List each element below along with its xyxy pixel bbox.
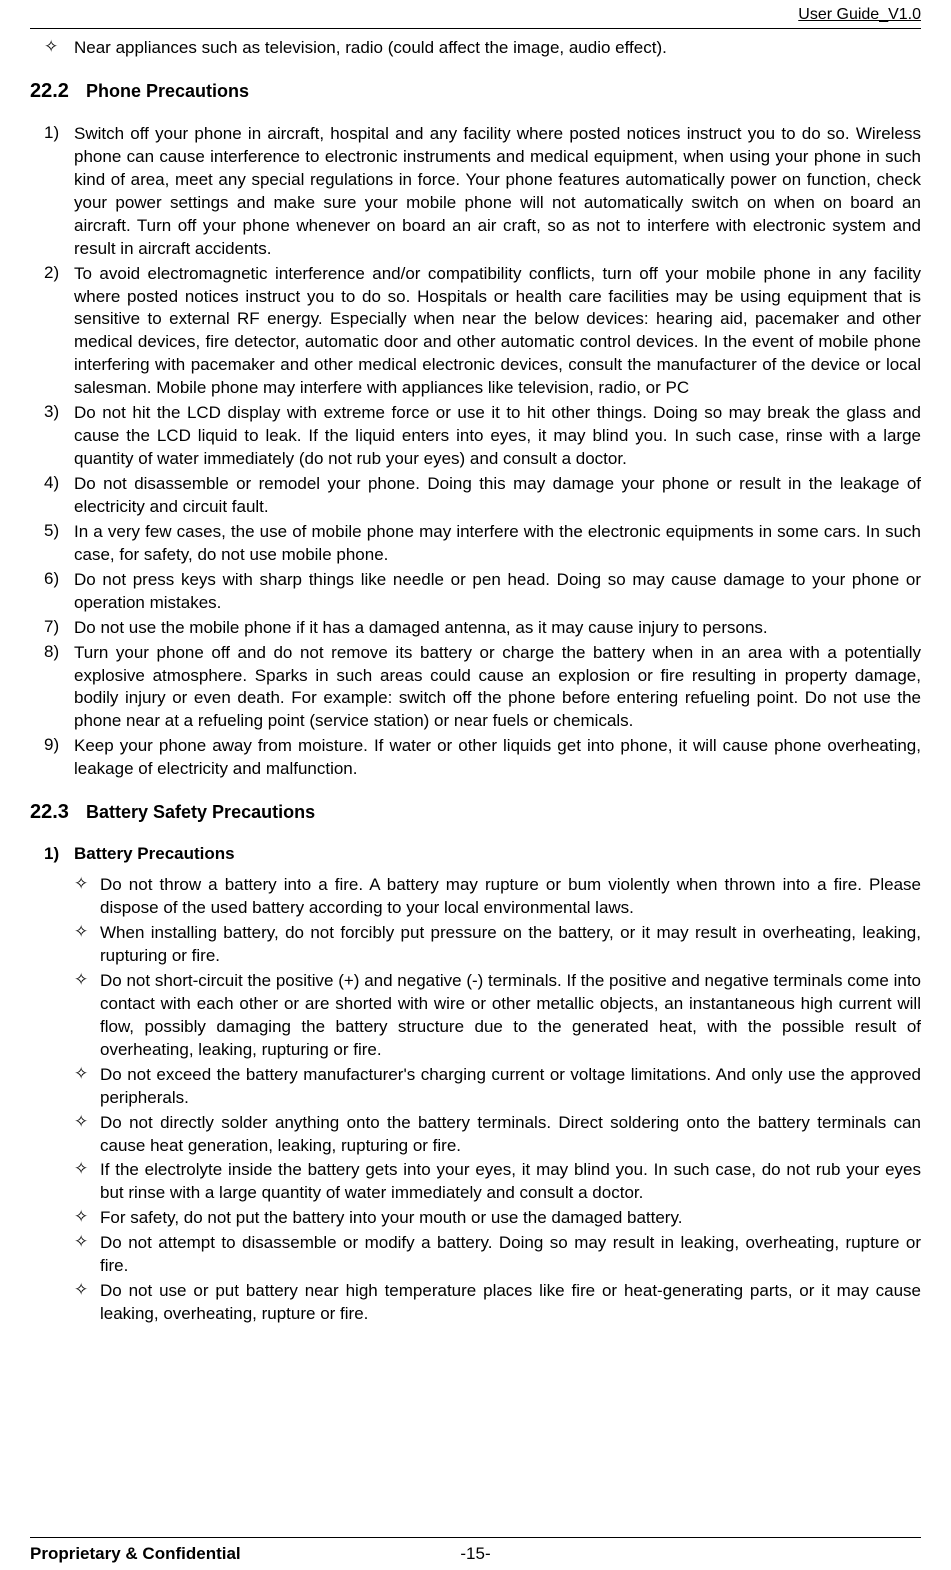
diamond-icon: ✧	[74, 1280, 100, 1326]
footer-wrap: Proprietary & Confidential -15-	[30, 1544, 921, 1564]
bullet-text: For safety, do not put the battery into …	[100, 1207, 921, 1230]
section-number: 22.2	[30, 80, 86, 103]
numbered-marker: 2)	[44, 263, 74, 401]
bullet-item: ✧For safety, do not put the battery into…	[30, 1207, 921, 1230]
section-title: Battery Safety Precautions	[86, 802, 315, 823]
battery-precautions-list: ✧Do not throw a battery into a fire. A b…	[30, 874, 921, 1326]
numbered-item: 4)Do not disassemble or remodel your pho…	[30, 473, 921, 519]
section-22-3-heading: 22.3 Battery Safety Precautions	[30, 801, 921, 824]
numbered-text: Do not press keys with sharp things like…	[74, 569, 921, 615]
header-title: User Guide_V1.0	[798, 6, 921, 23]
footer-left: Proprietary & Confidential	[30, 1544, 241, 1564]
diamond-icon: ✧	[74, 1112, 100, 1158]
numbered-marker: 5)	[44, 521, 74, 567]
numbered-text: To avoid electromagnetic interference an…	[74, 263, 921, 401]
footer-page-number: -15-	[460, 1544, 490, 1564]
numbered-item: 7)Do not use the mobile phone if it has …	[30, 617, 921, 640]
numbered-text: Do not disassemble or remodel your phone…	[74, 473, 921, 519]
diamond-icon: ✧	[74, 1207, 100, 1230]
numbered-item: 5)In a very few cases, the use of mobile…	[30, 521, 921, 567]
section-title: Phone Precautions	[86, 81, 249, 102]
section-22-2-heading: 22.2 Phone Precautions	[30, 80, 921, 103]
diamond-icon: ✧	[74, 1064, 100, 1110]
numbered-marker: 8)	[44, 642, 74, 734]
bullet-text: When installing battery, do not forcibly…	[100, 922, 921, 968]
numbered-text: Turn your phone off and do not remove it…	[74, 642, 921, 734]
bullet-item: ✧Do not short-circuit the positive (+) a…	[30, 970, 921, 1062]
bullet-text: Do not attempt to disassemble or modify …	[100, 1232, 921, 1278]
numbered-item: 9)Keep your phone away from moisture. If…	[30, 735, 921, 781]
diamond-icon: ✧	[74, 1232, 100, 1278]
bullet-item: ✧Do not directly solder anything onto th…	[30, 1112, 921, 1158]
diamond-icon: ✧	[74, 922, 100, 968]
top-bullet-text: Near appliances such as television, radi…	[74, 37, 921, 60]
numbered-marker: 1)	[44, 123, 74, 261]
bullet-item: ✧Do not attempt to disassemble or modify…	[30, 1232, 921, 1278]
bullet-item: ✧Do not exceed the battery manufacturer'…	[30, 1064, 921, 1110]
sub-heading-text: Battery Precautions	[74, 844, 235, 864]
numbered-marker: 6)	[44, 569, 74, 615]
numbered-text: In a very few cases, the use of mobile p…	[74, 521, 921, 567]
bullet-item: ✧If the electrolyte inside the battery g…	[30, 1159, 921, 1205]
numbered-text: Do not hit the LCD display with extreme …	[74, 402, 921, 471]
bullet-text: If the electrolyte inside the battery ge…	[100, 1159, 921, 1205]
page-container: User Guide_V1.0 ✧ Near appliances such a…	[0, 0, 951, 1570]
numbered-item: 2)To avoid electromagnetic interference …	[30, 263, 921, 401]
bullet-item: ✧Do not use or put battery near high tem…	[30, 1280, 921, 1326]
diamond-icon: ✧	[74, 874, 100, 920]
numbered-item: 6)Do not press keys with sharp things li…	[30, 569, 921, 615]
numbered-item: 8)Turn your phone off and do not remove …	[30, 642, 921, 734]
numbered-marker: 9)	[44, 735, 74, 781]
content-area: ✧ Near appliances such as television, ra…	[30, 29, 921, 1537]
diamond-icon: ✧	[74, 1159, 100, 1205]
numbered-marker: 3)	[44, 402, 74, 471]
section-number: 22.3	[30, 801, 86, 824]
sub-heading-marker: 1)	[44, 844, 74, 864]
bullet-text: Do not use or put battery near high temp…	[100, 1280, 921, 1326]
bullet-item: ✧Do not throw a battery into a fire. A b…	[30, 874, 921, 920]
numbered-text: Switch off your phone in aircraft, hospi…	[74, 123, 921, 261]
top-bullet-row: ✧ Near appliances such as television, ra…	[30, 37, 921, 60]
footer-bar: Proprietary & Confidential -15-	[30, 1537, 921, 1570]
bullet-text: Do not directly solder anything onto the…	[100, 1112, 921, 1158]
phone-precautions-list: 1)Switch off your phone in aircraft, hos…	[30, 123, 921, 781]
diamond-icon: ✧	[44, 37, 74, 60]
numbered-text: Keep your phone away from moisture. If w…	[74, 735, 921, 781]
numbered-text: Do not use the mobile phone if it has a …	[74, 617, 921, 640]
diamond-icon: ✧	[74, 970, 100, 1062]
bullet-text: Do not exceed the battery manufacturer's…	[100, 1064, 921, 1110]
bullet-item: ✧When installing battery, do not forcibl…	[30, 922, 921, 968]
numbered-item: 3)Do not hit the LCD display with extrem…	[30, 402, 921, 471]
numbered-item: 1)Switch off your phone in aircraft, hos…	[30, 123, 921, 261]
battery-precautions-subheading: 1) Battery Precautions	[30, 844, 921, 864]
bullet-text: Do not short-circuit the positive (+) an…	[100, 970, 921, 1062]
numbered-marker: 7)	[44, 617, 74, 640]
numbered-marker: 4)	[44, 473, 74, 519]
bullet-text: Do not throw a battery into a fire. A ba…	[100, 874, 921, 920]
header-bar: User Guide_V1.0	[30, 0, 921, 29]
